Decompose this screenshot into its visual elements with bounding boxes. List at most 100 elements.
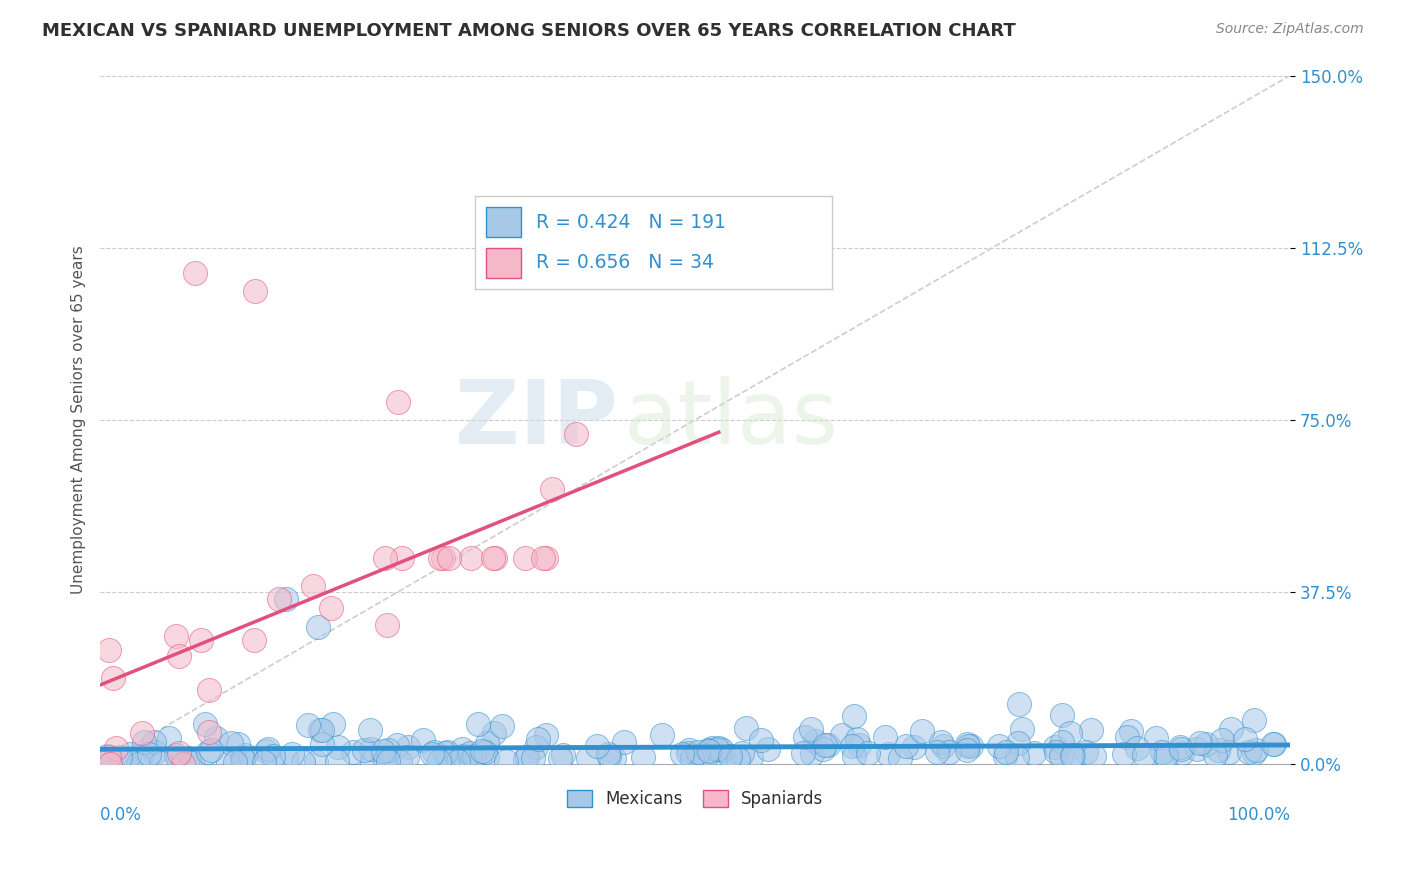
Point <box>1119 724 1142 739</box>
Point <box>131 726 153 740</box>
Point <box>613 735 636 749</box>
Point <box>231 751 253 765</box>
Point <box>97 754 120 768</box>
Point <box>482 726 505 740</box>
Point <box>598 749 620 764</box>
Point <box>150 756 173 770</box>
Point <box>801 747 824 761</box>
Point <box>1195 737 1218 751</box>
Point <box>1206 743 1229 757</box>
Point <box>274 591 297 606</box>
Point <box>377 754 399 768</box>
Point <box>1261 737 1284 751</box>
Point <box>1050 708 1073 723</box>
Point <box>522 750 544 764</box>
Point <box>831 728 853 742</box>
Point <box>699 743 721 757</box>
Point <box>200 742 222 756</box>
Point <box>297 718 319 732</box>
Point <box>513 752 536 766</box>
Point <box>842 749 865 764</box>
Point <box>475 736 498 750</box>
Point <box>548 751 571 765</box>
Point <box>142 735 165 749</box>
Text: 0.0%: 0.0% <box>100 805 142 823</box>
Point <box>353 743 375 757</box>
Point <box>387 394 409 409</box>
Point <box>524 739 547 754</box>
Point <box>956 737 979 751</box>
Text: 100.0%: 100.0% <box>1227 805 1289 823</box>
Point <box>311 737 333 751</box>
Point <box>551 748 574 763</box>
Point <box>169 746 191 760</box>
Point <box>104 741 127 756</box>
Point <box>319 601 342 615</box>
Point <box>360 741 382 756</box>
Point <box>197 683 219 698</box>
Point <box>359 723 381 737</box>
Point <box>460 754 482 768</box>
Point <box>233 748 256 763</box>
Point <box>598 747 620 762</box>
Y-axis label: Unemployment Among Seniors over 65 years: Unemployment Among Seniors over 65 years <box>72 245 86 594</box>
Point <box>477 750 499 764</box>
Point <box>706 741 728 756</box>
Point <box>198 724 221 739</box>
Point <box>1263 737 1285 751</box>
Point <box>960 739 983 753</box>
Point <box>1170 741 1192 756</box>
Point <box>114 756 136 770</box>
Point <box>804 734 827 748</box>
Point <box>1204 747 1226 762</box>
Point <box>436 752 458 766</box>
Point <box>681 751 703 765</box>
Point <box>1116 731 1139 745</box>
Point <box>243 632 266 647</box>
Point <box>1126 740 1149 755</box>
Point <box>516 750 538 764</box>
Point <box>925 745 948 759</box>
Point <box>688 745 710 759</box>
Point <box>309 723 332 738</box>
Point <box>731 746 754 760</box>
Point <box>1237 745 1260 759</box>
Point <box>1062 747 1084 762</box>
Point <box>957 739 980 753</box>
Point <box>145 745 167 759</box>
Point <box>474 745 496 759</box>
Point <box>432 550 454 565</box>
Point <box>420 747 443 761</box>
Point <box>103 671 125 685</box>
Point <box>322 717 344 731</box>
Point <box>1011 722 1033 736</box>
Point <box>814 738 837 752</box>
Point <box>108 750 131 764</box>
Point <box>1008 698 1031 712</box>
Point <box>531 550 554 565</box>
Point <box>374 550 396 565</box>
Point <box>541 482 564 496</box>
Point <box>1243 747 1265 761</box>
Point <box>711 743 734 757</box>
Point <box>875 730 897 744</box>
Point <box>841 739 863 753</box>
Point <box>267 591 290 606</box>
Point <box>190 632 212 647</box>
Point <box>513 550 536 565</box>
Point <box>1024 746 1046 760</box>
Point <box>740 750 762 764</box>
Point <box>96 748 118 763</box>
Point <box>1076 745 1098 759</box>
Point <box>792 746 814 760</box>
Point <box>526 731 548 746</box>
Point <box>889 750 911 764</box>
Point <box>1133 748 1156 763</box>
Point <box>256 742 278 756</box>
Point <box>205 731 228 745</box>
Point <box>180 756 202 770</box>
Point <box>903 739 925 754</box>
Point <box>460 550 482 565</box>
Point <box>302 579 325 593</box>
Point <box>138 747 160 761</box>
